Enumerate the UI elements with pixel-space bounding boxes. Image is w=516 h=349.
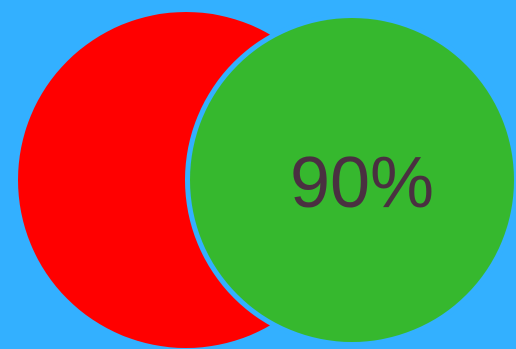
right-circle [190, 18, 514, 342]
percent-label: 90% [290, 143, 434, 223]
